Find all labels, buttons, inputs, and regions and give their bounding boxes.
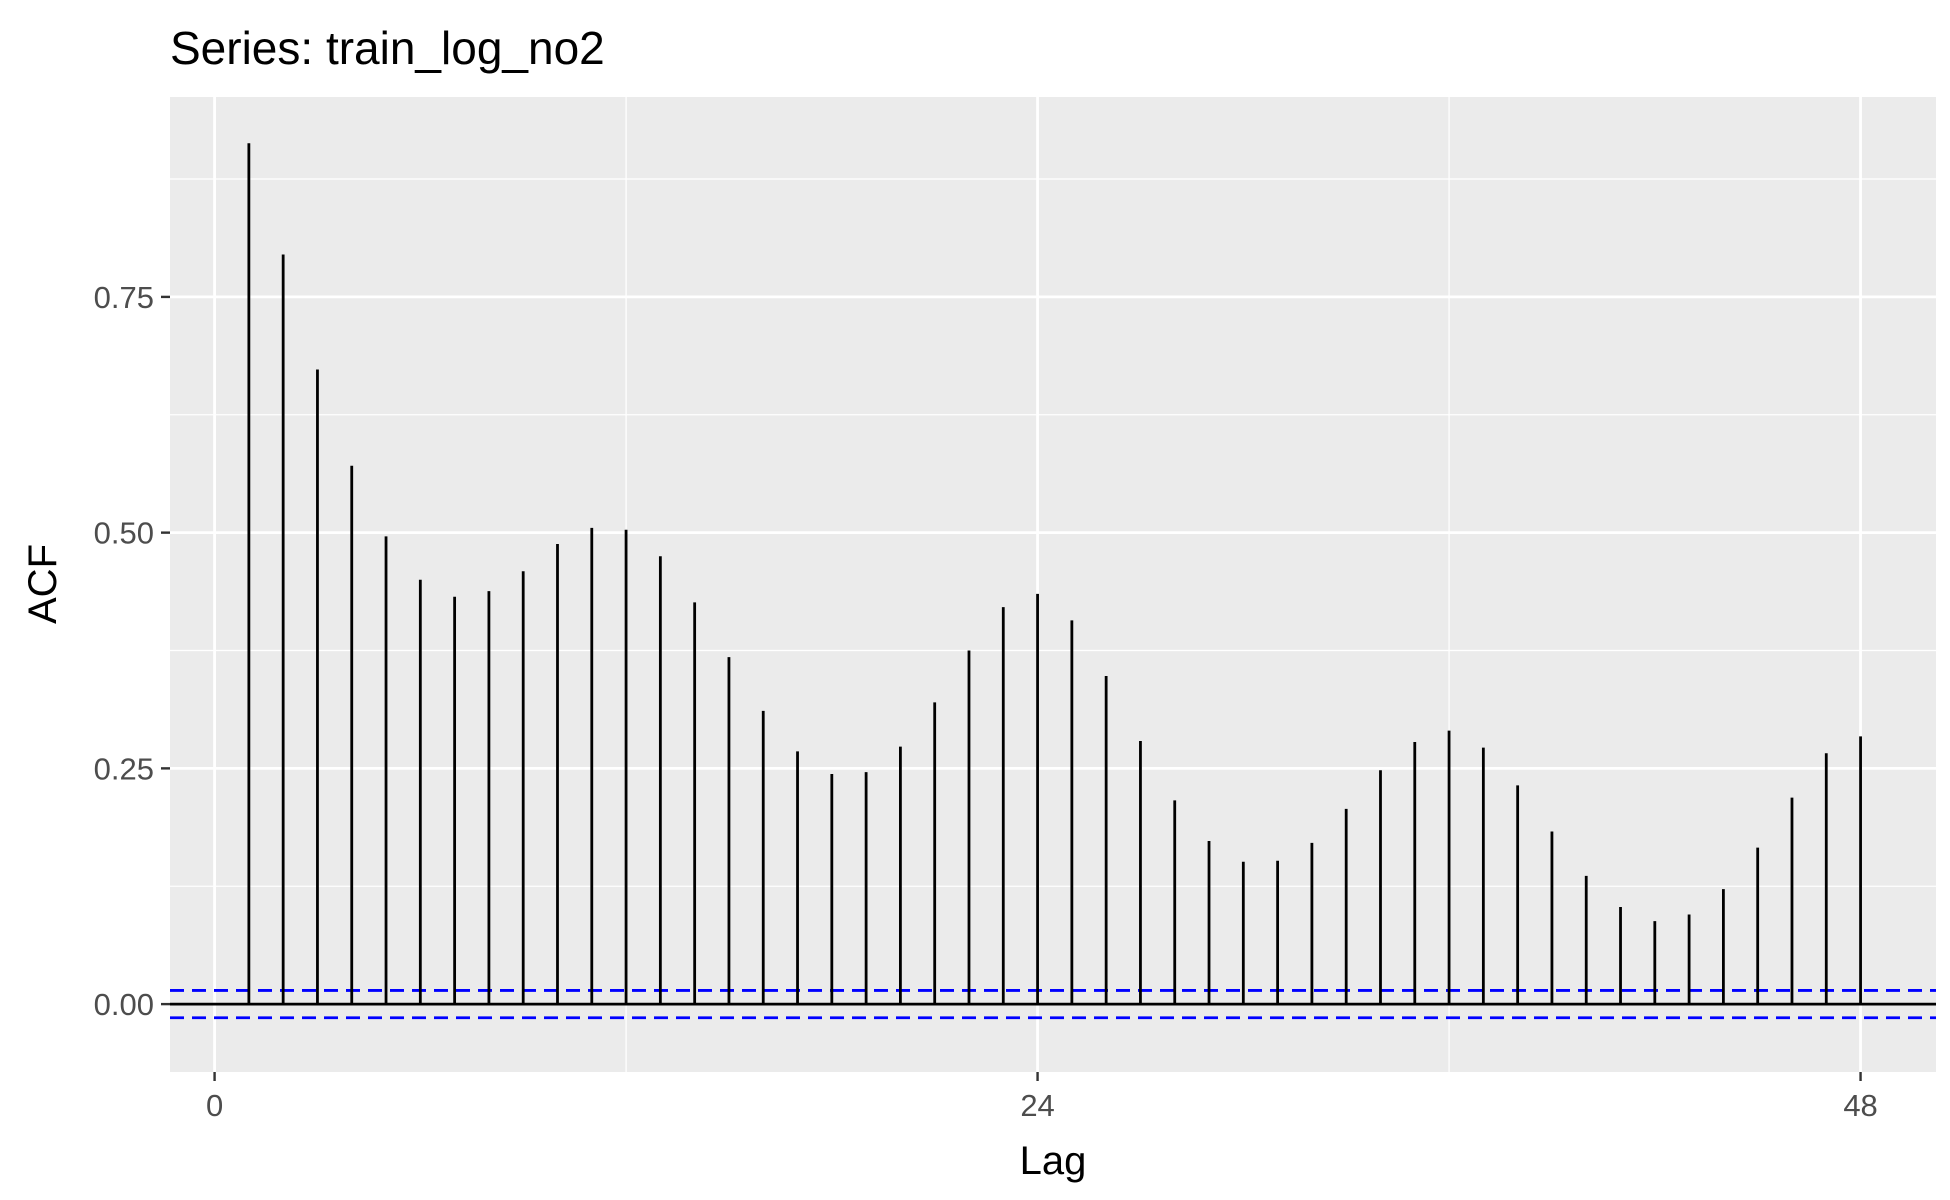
y-tick-label: 0.75 <box>94 280 154 315</box>
plot-panel <box>170 97 1936 1072</box>
y-tick-label: 0.25 <box>94 751 154 786</box>
x-tick-label: 0 <box>206 1088 223 1123</box>
x-tick-label: 48 <box>1843 1088 1877 1123</box>
y-tick-label: 0.50 <box>94 516 154 551</box>
chart-title: Series: train_log_no2 <box>170 22 605 74</box>
confidence-bounds <box>170 989 1936 1020</box>
x-axis: 0 24 48 <box>206 1072 1878 1123</box>
y-axis: 0.00 0.25 0.50 0.75 <box>94 280 170 1022</box>
x-axis-title: Lag <box>1020 1139 1087 1183</box>
y-tick-label: 0.00 <box>94 987 154 1022</box>
x-tick-label: 24 <box>1020 1088 1054 1123</box>
acf-bars <box>247 143 1862 1005</box>
y-axis-title: ACF <box>21 544 65 624</box>
